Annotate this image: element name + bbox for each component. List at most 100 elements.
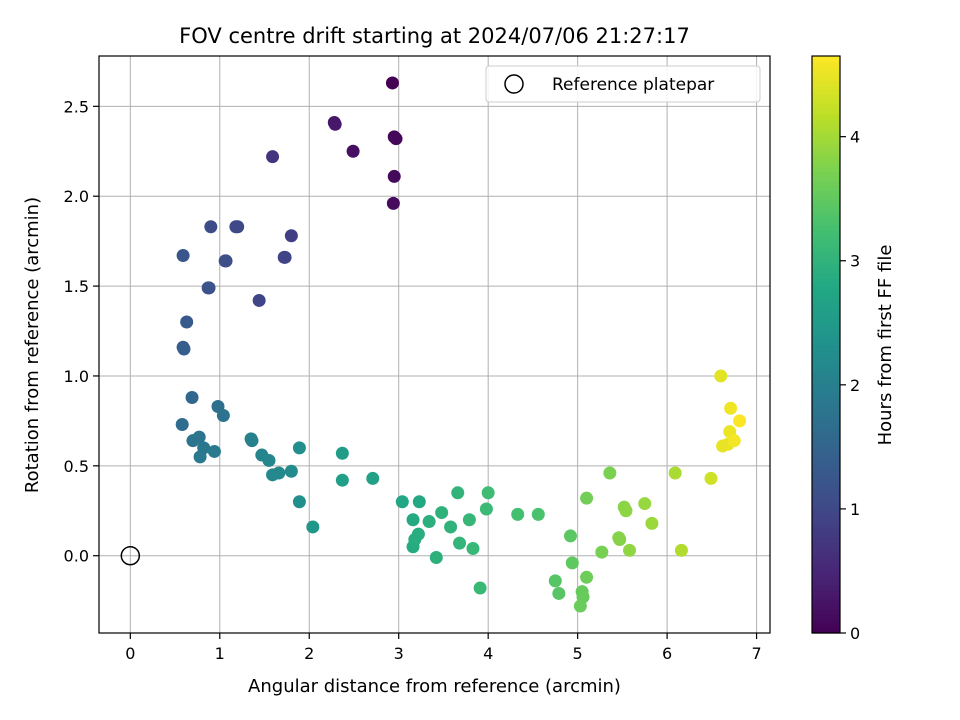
colorbar-band [812,320,840,325]
colorbar-band [812,191,840,196]
data-point [423,515,436,528]
colorbar-band [812,537,840,542]
chart-title: FOV centre drift starting at 2024/07/06 … [179,24,690,48]
data-point [390,132,403,145]
data-point [194,450,207,463]
colorbar-band [812,575,840,580]
colorbar-band [812,292,840,297]
colorbar-band [812,94,840,99]
data-point [613,533,626,546]
colorbar-band [812,272,840,277]
y-gridlines [99,106,770,555]
colorbar-band [812,479,840,484]
data-point [714,369,727,382]
colorbar-band [812,104,840,109]
colorbar-band [812,316,840,321]
colorbar-band [812,412,840,417]
colorbar-band [812,186,840,191]
data-point [552,587,565,600]
data-point [407,513,420,526]
data-point [272,467,285,480]
x-gridlines [130,56,756,633]
colorbar-band [812,609,840,614]
data-point [580,492,593,505]
colorbar-band [812,566,840,571]
data-point [564,529,577,542]
colorbar-band [812,494,840,499]
data-point [229,220,242,233]
colorbar-band [812,393,840,398]
colorbar-band [812,450,840,455]
colorbar-tick-label: 3 [850,252,860,271]
colorbar-band [812,345,840,350]
data-point [217,409,230,422]
colorbar-band [812,176,840,181]
colorbar-band [812,470,840,475]
x-tick-label: 0 [125,644,135,663]
colorbar-band [812,614,840,619]
colorbar-band [812,522,840,527]
data-point [388,170,401,183]
data-point [219,254,232,267]
data-point [293,441,306,454]
colorbar-band [812,152,840,157]
data-point [638,497,651,510]
y-tick-label: 2.0 [64,187,89,206]
colorbar-gradient [812,56,840,634]
colorbar-band [812,157,840,162]
colorbar-label: Hours from first FF file [875,245,896,446]
y-tick-label: 1.5 [64,277,89,296]
colorbar-band [812,623,840,628]
data-point [245,434,258,447]
data-point [293,495,306,508]
colorbar-band [812,585,840,590]
colorbar-band [812,248,840,253]
colorbar-band [812,219,840,224]
colorbar-band [812,162,840,167]
data-point [253,294,266,307]
colorbar-band [812,306,840,311]
data-point [329,118,342,131]
colorbar-band [812,181,840,186]
colorbar-band [812,61,840,66]
data-point [435,506,448,519]
colorbar-band [812,253,840,258]
colorbar-band [812,85,840,90]
x-tick-label: 1 [215,644,225,663]
data-point [463,513,476,526]
data-point [285,229,298,242]
data-point [176,418,189,431]
data-point [412,528,425,541]
data-point [204,220,217,233]
colorbar-band [812,619,840,624]
colorbar-band [812,518,840,523]
legend-reference-label: Reference platepar [552,75,714,95]
x-axis-label: Angular distance from reference (arcmin) [248,676,621,697]
colorbar-band [812,542,840,547]
colorbar-band [812,263,840,268]
colorbar-band [812,604,840,609]
colorbar-band [812,474,840,479]
colorbar-band [812,109,840,114]
colorbar-band [812,171,840,176]
data-point [186,391,199,404]
colorbar-band [812,119,840,124]
colorbar-band [812,239,840,244]
data-point [266,150,279,163]
colorbar-band [812,369,840,374]
colorbar-band [812,383,840,388]
colorbar-band [812,215,840,220]
colorbar-band [812,229,840,234]
colorbar-band [812,147,840,152]
colorbar-ticks: 0 1 2 3 4 [840,128,860,643]
plot-frame [99,56,770,633]
data-point [413,495,426,508]
data-point [619,504,632,517]
data-point [474,582,487,595]
colorbar-band [812,417,840,422]
colorbar-band [812,200,840,205]
colorbar-band [812,465,840,470]
data-point [444,520,457,533]
colorbar-band [812,277,840,282]
colorbar-band [812,133,840,138]
